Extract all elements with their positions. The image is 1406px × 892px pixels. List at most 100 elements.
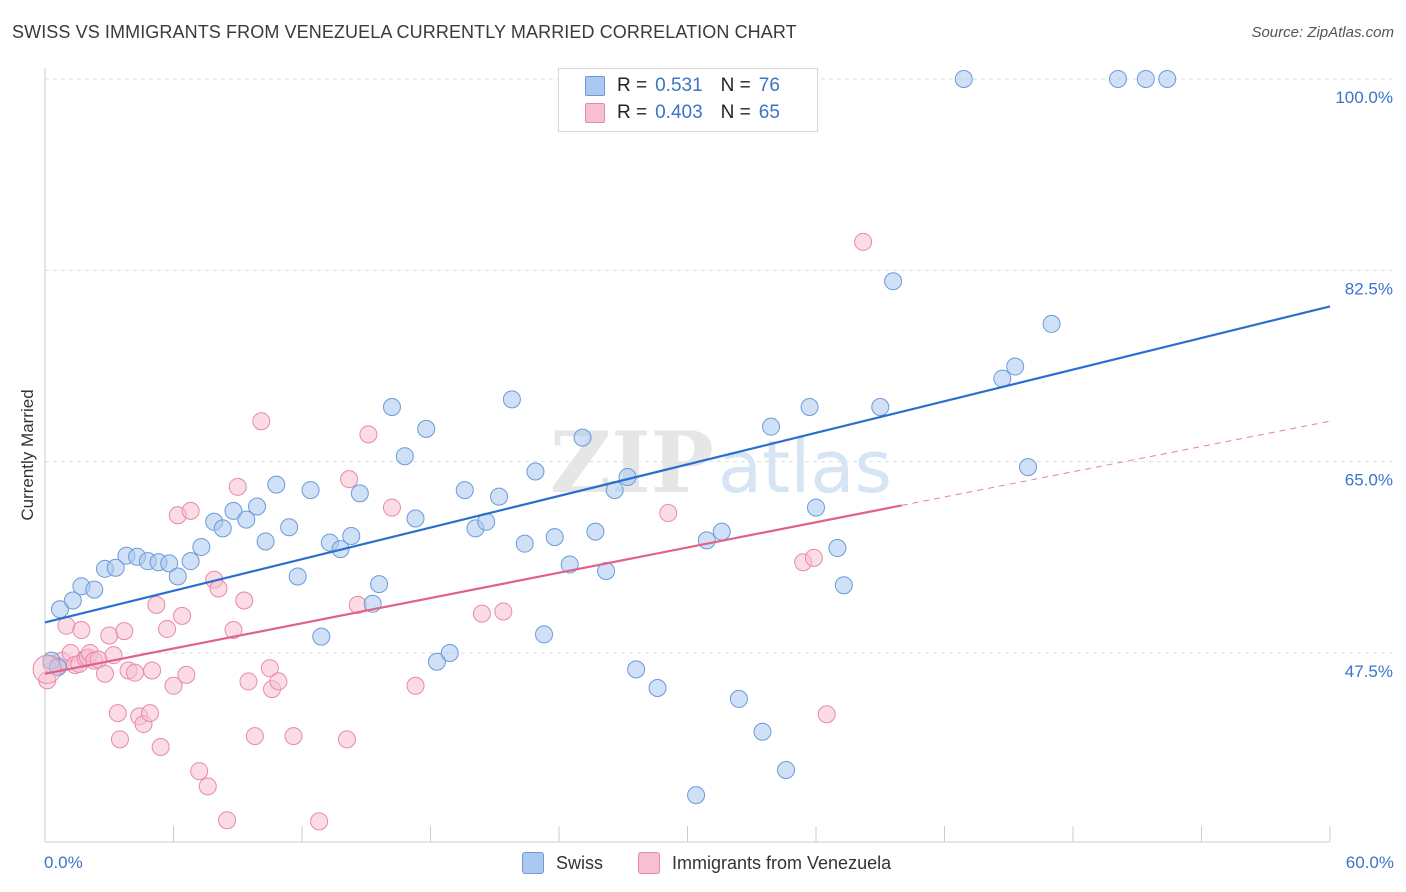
swiss-point xyxy=(427,652,446,671)
venezuela-point xyxy=(239,672,258,691)
swiss-point xyxy=(440,644,459,662)
venezuela-point xyxy=(406,676,425,695)
swiss-point xyxy=(648,678,667,697)
venezuela-point xyxy=(57,616,76,635)
swiss-point xyxy=(729,689,748,708)
swiss-point xyxy=(807,498,825,517)
swiss-point xyxy=(168,567,187,586)
venezuela-trend-extension xyxy=(901,420,1331,506)
venezuela-point xyxy=(198,777,217,796)
swiss-point xyxy=(545,528,564,547)
swiss-point xyxy=(526,462,545,481)
swiss-point xyxy=(762,417,781,436)
venezuela-point xyxy=(125,663,144,682)
swiss-point xyxy=(280,518,299,537)
venezuela-trend-line xyxy=(44,504,902,675)
venezuela-point xyxy=(181,501,200,520)
swiss-point xyxy=(1136,70,1155,88)
y-tick-label: 65.0% xyxy=(1345,471,1393,490)
venezuela-point xyxy=(382,498,401,517)
watermark-zip: ZIP xyxy=(550,413,714,512)
swiss-point xyxy=(342,527,361,546)
swiss-point xyxy=(85,580,104,599)
swiss-point xyxy=(1108,70,1127,88)
venezuela-legend-label: Immigrants from Venezuela xyxy=(672,852,892,873)
swiss-point xyxy=(248,497,267,516)
venezuela-point xyxy=(140,704,159,723)
swiss-point xyxy=(777,760,796,779)
swiss-point xyxy=(395,447,414,466)
swiss-point xyxy=(800,398,819,416)
venezuela-point xyxy=(817,705,836,724)
venezuela-swatch xyxy=(585,103,605,123)
swiss-point xyxy=(256,532,275,551)
swiss-point xyxy=(884,272,903,291)
venezuela-r-value: 0.403 xyxy=(655,102,703,123)
swiss-point xyxy=(753,722,772,741)
venezuela-n-label: N = xyxy=(720,102,751,123)
swiss-point xyxy=(213,519,232,538)
swiss-point xyxy=(63,591,82,610)
watermark-atlas: atlas xyxy=(718,425,892,509)
y-tick-label: 82.5% xyxy=(1345,279,1393,298)
legend-row-venezuela: R = 0.403 N = 65 xyxy=(585,100,780,126)
swiss-point xyxy=(712,522,731,541)
venezuela-point xyxy=(147,595,166,614)
swiss-point xyxy=(417,419,436,438)
swiss-point xyxy=(350,484,369,503)
swiss-point xyxy=(312,627,331,646)
swiss-point xyxy=(627,660,646,679)
venezuela-point xyxy=(218,811,237,830)
legend-row-swiss: R = 0.531 N = 76 xyxy=(585,73,780,99)
correlation-legend: R = 0.531 N = 76 R = 0.403 N = 65 xyxy=(558,68,818,132)
y-tick-label: 47.5% xyxy=(1345,662,1393,681)
swiss-point xyxy=(455,481,474,500)
swiss-r-label: R = xyxy=(617,75,648,96)
swiss-point xyxy=(1019,458,1038,477)
venezuela-point xyxy=(173,606,192,625)
swiss-point xyxy=(697,531,716,550)
venezuela-legend-swatch xyxy=(638,852,660,874)
x-axis-min-label: 0.0% xyxy=(44,853,83,872)
venezuela-point xyxy=(340,470,359,489)
swiss-point xyxy=(586,522,605,541)
venezuela-point xyxy=(472,604,491,623)
venezuela-point xyxy=(659,504,678,523)
venezuela-point xyxy=(209,579,228,598)
swiss-n-label: N = xyxy=(720,75,751,96)
swiss-point xyxy=(871,398,890,416)
venezuela-r-label: R = xyxy=(617,102,648,123)
swiss-point xyxy=(1158,70,1177,88)
swiss-point xyxy=(106,558,125,577)
venezuela-point xyxy=(284,727,303,746)
venezuela-point xyxy=(228,477,247,496)
x-axis-max-label: 60.0% xyxy=(1345,853,1394,872)
venezuela-point xyxy=(32,654,62,684)
swiss-point xyxy=(192,537,211,556)
venezuela-point xyxy=(252,412,271,431)
legend-item-venezuela: Immigrants from Venezuela xyxy=(638,852,891,874)
swiss-point xyxy=(1006,357,1025,376)
venezuela-point xyxy=(72,621,91,640)
swiss-swatch xyxy=(585,76,605,96)
swiss-r-value: 0.531 xyxy=(655,75,703,96)
swiss-point xyxy=(687,786,706,805)
venezuela-point xyxy=(235,591,254,610)
swiss-point xyxy=(502,390,521,409)
swiss-point xyxy=(535,625,554,644)
swiss-trend-line xyxy=(44,305,1331,624)
venezuela-point xyxy=(224,621,243,640)
venezuela-point xyxy=(269,672,288,691)
venezuela-n-value: 65 xyxy=(758,102,780,123)
venezuela-point xyxy=(115,622,134,641)
venezuela-point xyxy=(108,704,127,723)
y-tick-label: 100.0% xyxy=(1335,88,1393,107)
chart-title: SWISS VS IMMIGRANTS FROM VENEZUELA CURRE… xyxy=(12,22,797,42)
venezuela-point xyxy=(95,664,114,683)
swiss-point xyxy=(382,398,401,416)
swiss-point xyxy=(224,501,243,520)
swiss-point xyxy=(267,475,286,494)
swiss-point xyxy=(181,552,200,571)
swiss-point xyxy=(1042,314,1061,333)
swiss-point xyxy=(490,487,509,506)
